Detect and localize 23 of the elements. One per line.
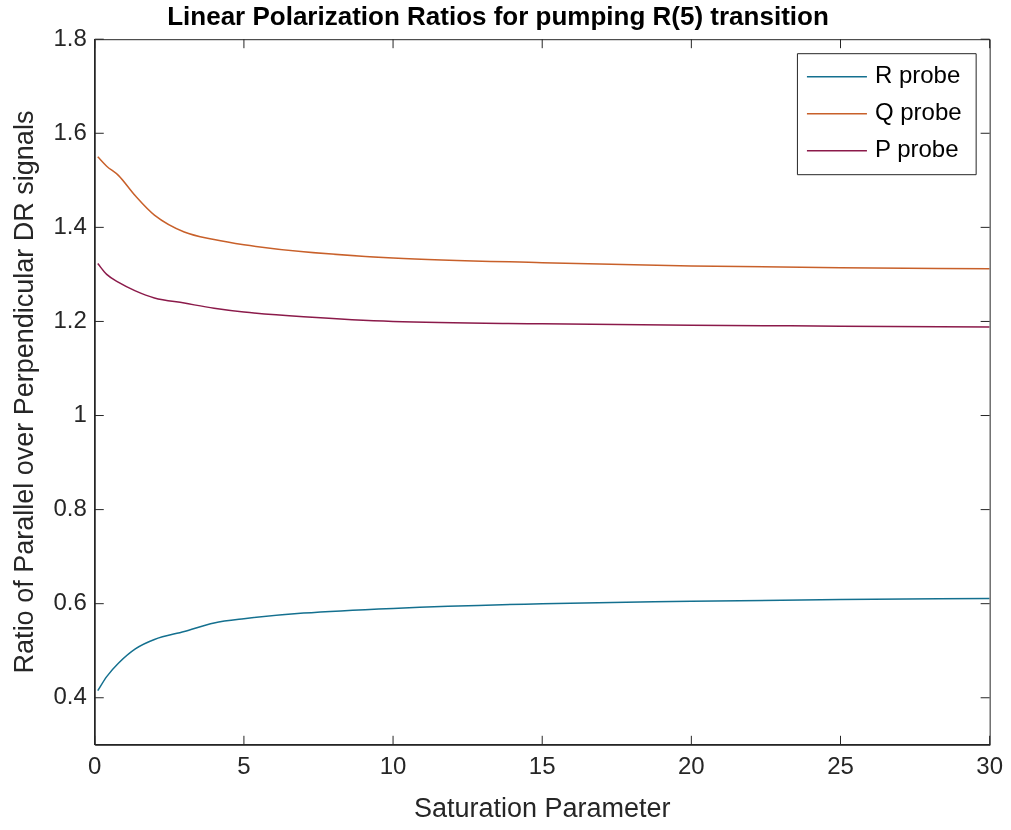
x-tick-label: 30 xyxy=(976,751,1003,779)
y-tick-label: 0.4 xyxy=(53,682,87,710)
y-tick-label: 1.6 xyxy=(53,117,87,145)
y-tick-label: 1.2 xyxy=(53,306,87,334)
legend-label: Q probe xyxy=(874,98,962,126)
x-tick-label: 25 xyxy=(827,751,854,779)
x-tick-label: 5 xyxy=(237,751,251,779)
x-axis-title: Saturation Parameter xyxy=(413,793,671,824)
y-tick-label: 1.8 xyxy=(53,23,87,51)
y-tick-label: 1.4 xyxy=(53,211,87,239)
x-tick-label: 0 xyxy=(88,751,102,779)
y-tick-label: 0.6 xyxy=(53,588,87,616)
x-tick-label: 10 xyxy=(379,751,407,779)
y-tick-label: 1 xyxy=(73,400,87,428)
y-axis-title: Ratio of Parallel over Perpendicular DR signals xyxy=(8,110,39,674)
x-tick-label: 20 xyxy=(678,751,705,779)
chart-title: Linear Polarization Ratios for pumping R(5) transition xyxy=(167,0,829,31)
line-series xyxy=(97,597,990,692)
line-series xyxy=(97,262,990,328)
x-tick-label: 15 xyxy=(528,751,556,779)
y-tick-label: 0.8 xyxy=(53,494,87,522)
legend-label: P probe xyxy=(874,135,959,163)
legend-label: R probe xyxy=(874,61,961,89)
